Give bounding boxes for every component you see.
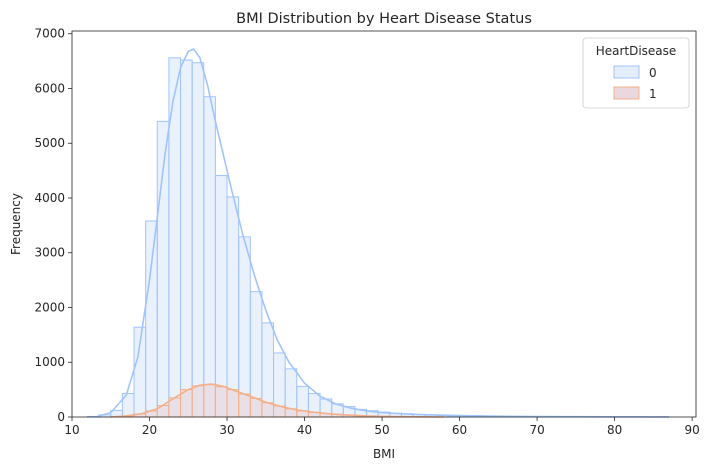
legend-title: HeartDisease [596,44,677,58]
y-tick-label-7000: 7000 [34,27,65,41]
y-tick-label-6000: 6000 [34,81,65,95]
x-tick-label-70: 70 [529,423,544,437]
legend-label-0: 0 [649,66,657,80]
series-0-area [87,57,669,417]
legend-label-1: 1 [649,87,657,101]
x-tick-label-30: 30 [219,423,234,437]
y-tick-label-1000: 1000 [34,355,65,369]
y-tick-label-4000: 4000 [34,191,65,205]
plot-frame [71,30,697,418]
legend: HeartDisease 0 1 [582,37,690,109]
x-tick-label-80: 80 [607,423,622,437]
legend-swatch-1 [613,86,640,100]
axis-ticks: 10 20 30 40 50 60 70 80 900100020003000400050006… [34,27,699,437]
x-tick-label-60: 60 [452,423,467,437]
chart-title: BMI Distribution by Heart Disease Status [236,11,532,27]
plot-area [87,48,670,418]
y-tick-label-5000: 5000 [34,136,65,150]
series-1-area [110,384,425,417]
x-tick-label-20: 20 [142,423,157,437]
x-tick-label-50: 50 [374,423,389,437]
x-tick-label-90: 90 [684,423,699,437]
x-tick-label-10: 10 [64,423,79,437]
y-axis-label: Frequency [9,193,23,255]
y-tick-label-2000: 2000 [34,300,65,314]
y-tick-label-3000: 3000 [34,246,65,260]
series-0 [87,48,670,418]
x-tick-label-40: 40 [297,423,312,437]
legend-swatch-0 [613,65,640,79]
y-tick-label-0: 0 [57,410,65,424]
x-axis-label: BMI [373,447,395,461]
kde-line-series-1 [110,383,445,418]
kde-line-series-0 [95,48,669,418]
